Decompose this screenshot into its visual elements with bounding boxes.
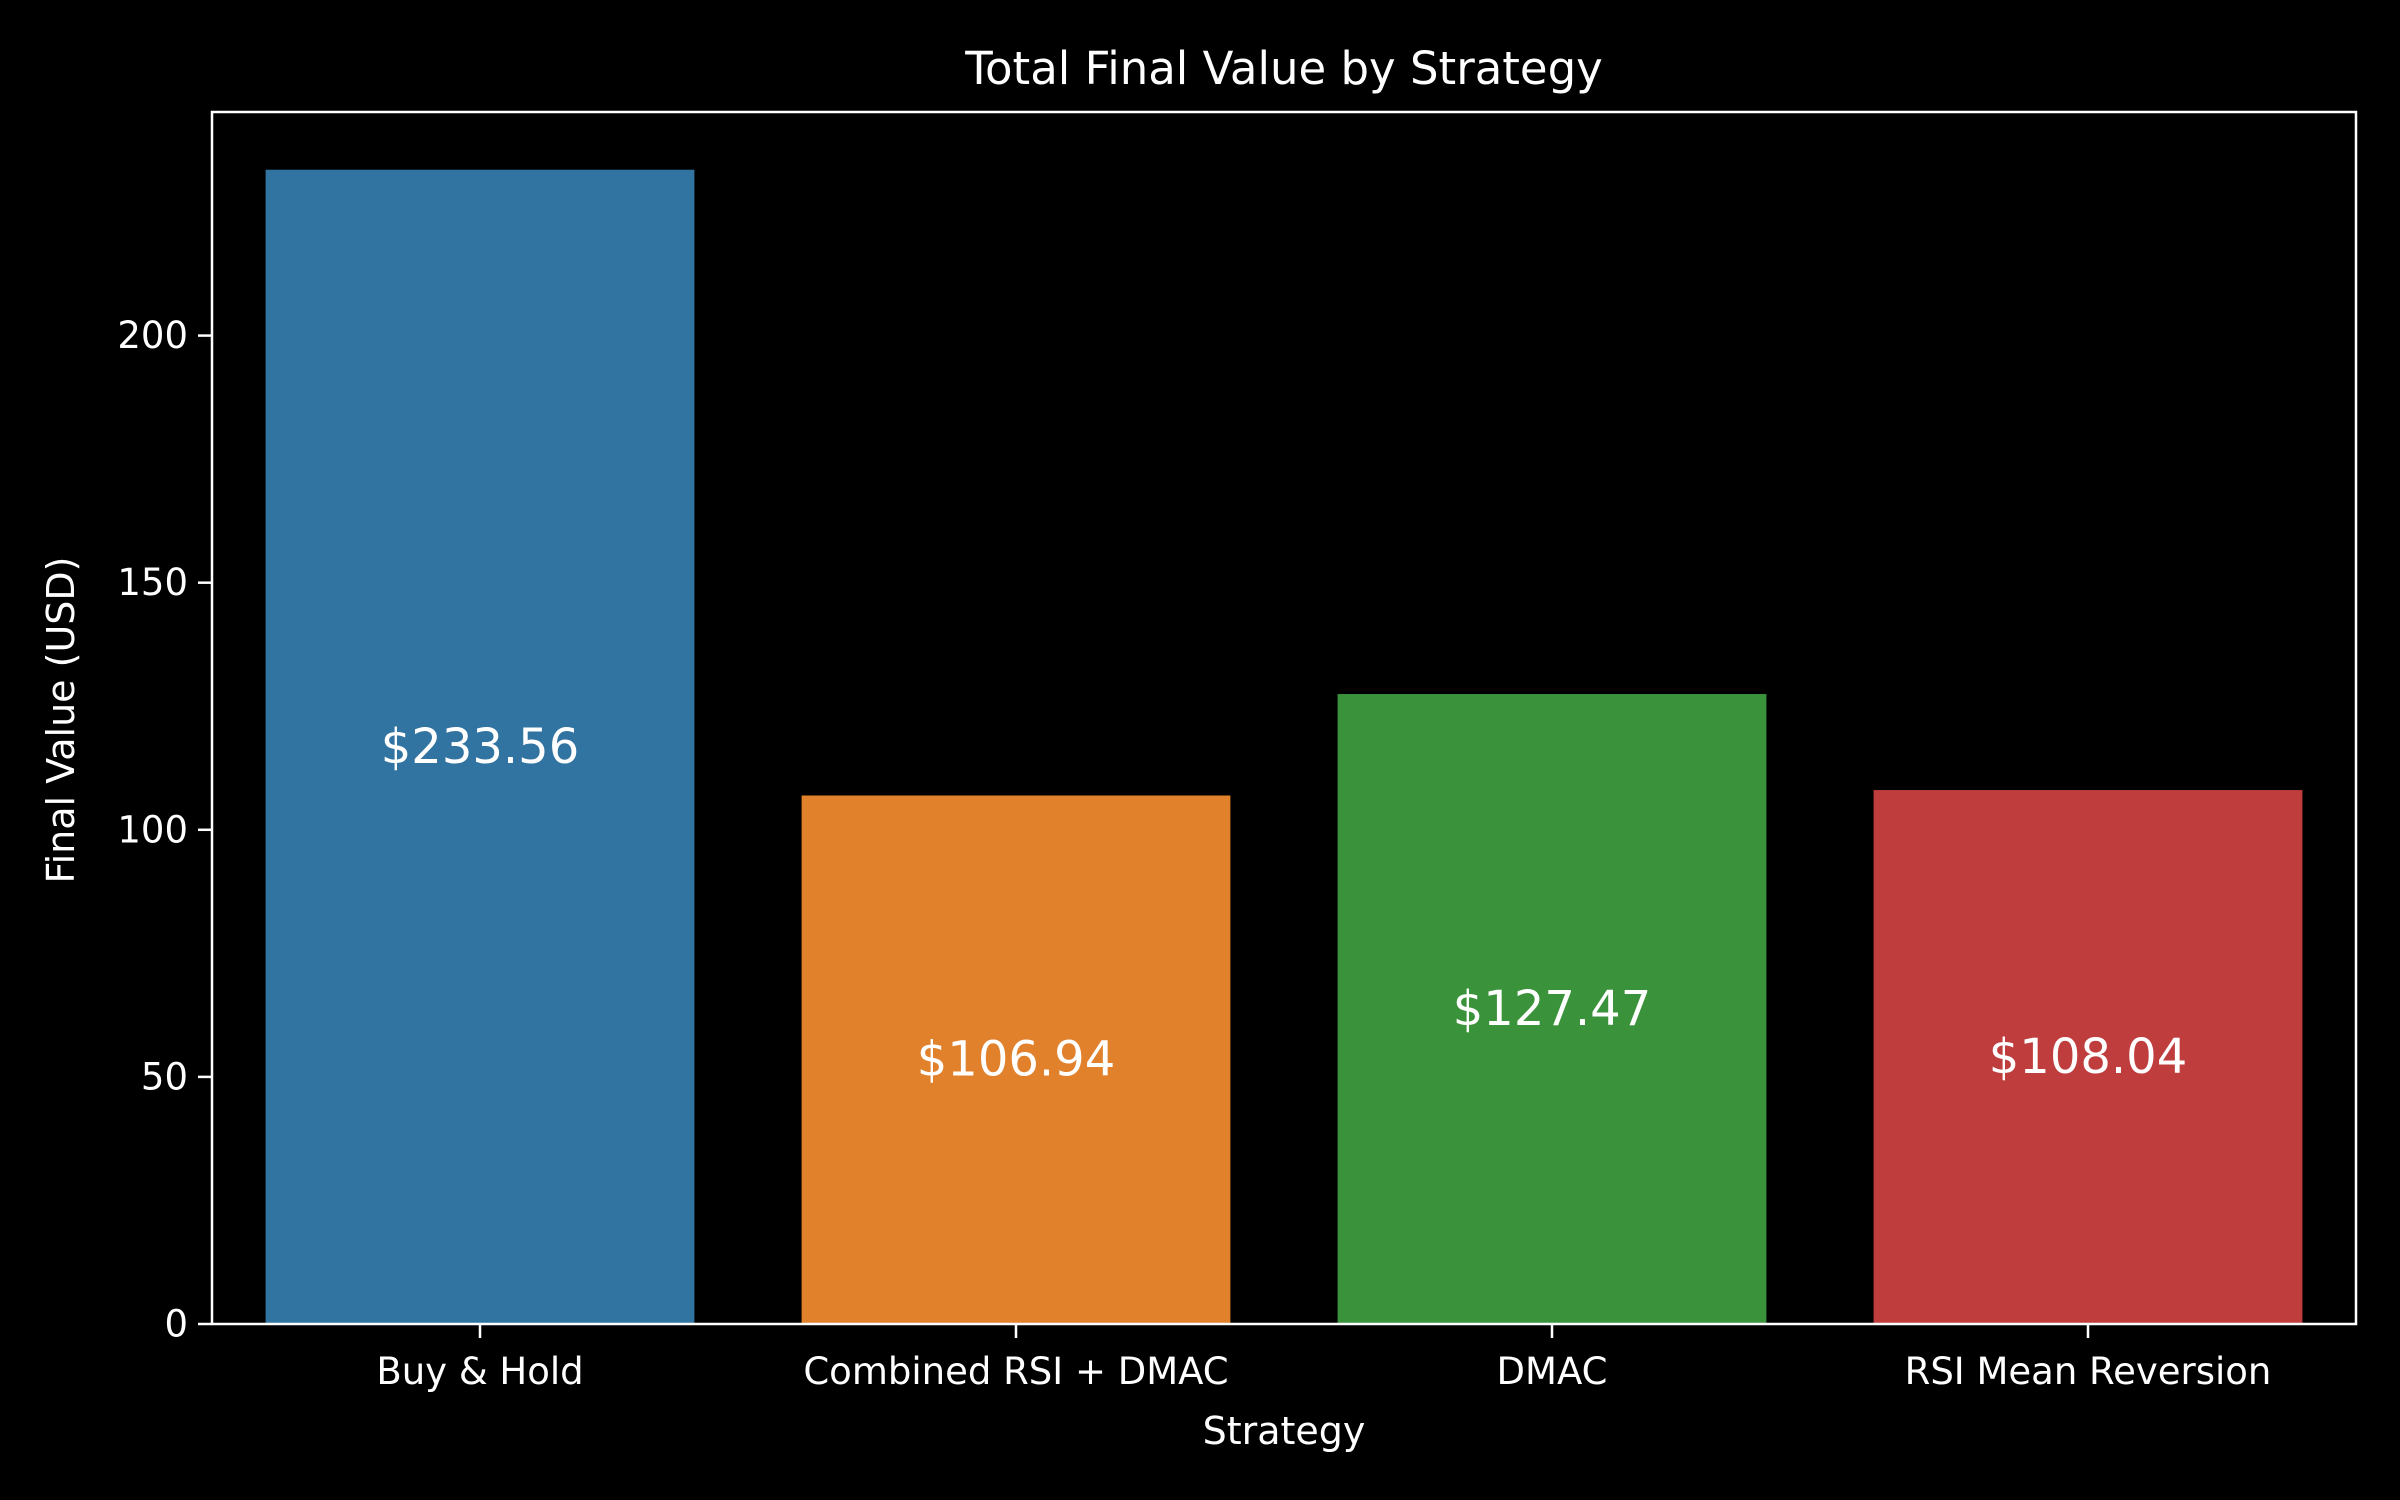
x-tick-label: Combined RSI + DMAC	[803, 1350, 1228, 1393]
bar-labels-group: $233.56 $106.94 $127.47 $108.04	[381, 719, 2188, 1088]
x-axis-label: Strategy	[1203, 1409, 1366, 1453]
y-tick-label: 100	[117, 808, 188, 851]
y-tick-label: 50	[141, 1055, 188, 1098]
bar-2	[801, 795, 1231, 1324]
x-tick-label: Buy & Hold	[376, 1350, 583, 1393]
y-tick-label: 0	[164, 1303, 188, 1346]
x-tick-label: DMAC	[1497, 1350, 1608, 1393]
y-axis-label: Final Value (USD)	[39, 557, 83, 884]
y-axis-ticks: 0 50 100 150 200	[117, 314, 212, 1346]
bar-value-label: $127.47	[1453, 981, 1652, 1037]
chart-title: Total Final Value by Strategy	[964, 42, 1603, 95]
y-tick-label: 200	[117, 314, 188, 357]
bar-value-label: $233.56	[381, 719, 580, 775]
y-tick-label: 150	[117, 561, 188, 604]
x-tick-label: RSI Mean Reversion	[1905, 1350, 2272, 1393]
bar-1	[265, 169, 695, 1325]
x-axis-ticks: Buy & Hold Combined RSI + DMAC DMAC RSI Mea…	[376, 1324, 2271, 1393]
bar-value-label: $106.94	[917, 1032, 1116, 1088]
bar-4	[1873, 790, 2303, 1324]
bar-value-label: $108.04	[1989, 1029, 2188, 1085]
bar-3	[1337, 694, 1767, 1324]
plot-frame	[210, 110, 2358, 1326]
bars-group	[265, 169, 2303, 1325]
